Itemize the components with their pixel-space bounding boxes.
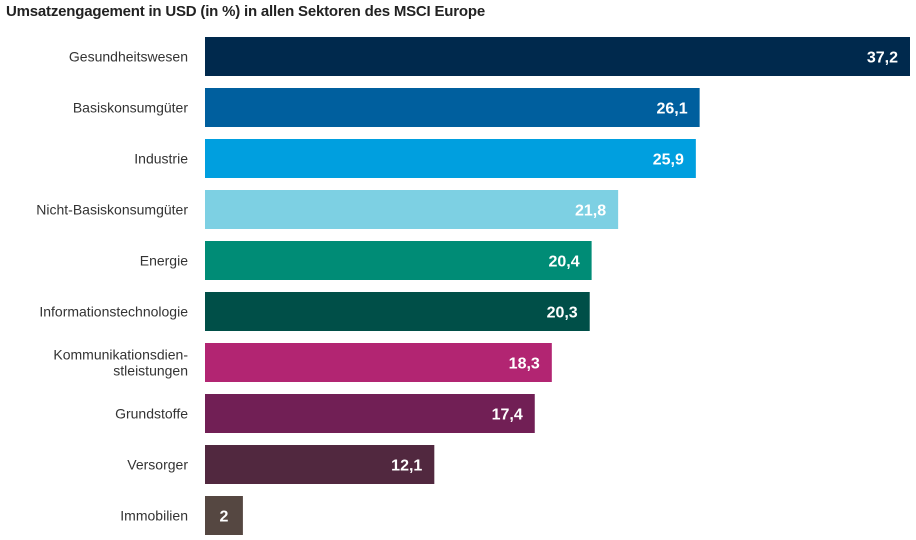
- data-label: 17,4: [492, 407, 523, 424]
- category-label: Gesundheitswesen: [69, 49, 188, 65]
- bar: [205, 445, 435, 484]
- category-label: Kommunikationsdien-stleistungen: [53, 347, 188, 379]
- bar: [205, 394, 535, 433]
- category-label: Grundstoffe: [115, 406, 188, 422]
- data-label: 20,4: [548, 254, 579, 271]
- category-label: Industrie: [134, 151, 188, 167]
- bar: [205, 88, 700, 127]
- bar: [205, 343, 552, 382]
- category-label: Versorger: [127, 457, 188, 473]
- data-label: 37,2: [867, 50, 898, 67]
- data-label: 21,8: [575, 203, 606, 220]
- data-label: 12,1: [391, 458, 422, 475]
- data-label: 20,3: [547, 305, 578, 322]
- data-label: 18,3: [509, 356, 540, 373]
- chart-title: Umsatzengagement in USD (in %) in allen …: [6, 3, 485, 20]
- bar: [205, 37, 910, 76]
- category-label: Energie: [140, 253, 188, 269]
- bar: [205, 241, 592, 280]
- bar: [205, 496, 243, 535]
- category-label: Immobilien: [120, 508, 188, 524]
- data-label: 26,1: [656, 101, 687, 118]
- category-label: Basiskonsumgüter: [73, 100, 189, 116]
- bar: [205, 139, 696, 178]
- data-label: 25,9: [653, 152, 684, 169]
- category-label: Nicht-Basiskonsumgüter: [36, 202, 188, 218]
- bar: [205, 190, 619, 229]
- category-label: Informationstechnologie: [39, 304, 188, 320]
- bar: [205, 292, 590, 331]
- data-label: 2: [219, 509, 228, 526]
